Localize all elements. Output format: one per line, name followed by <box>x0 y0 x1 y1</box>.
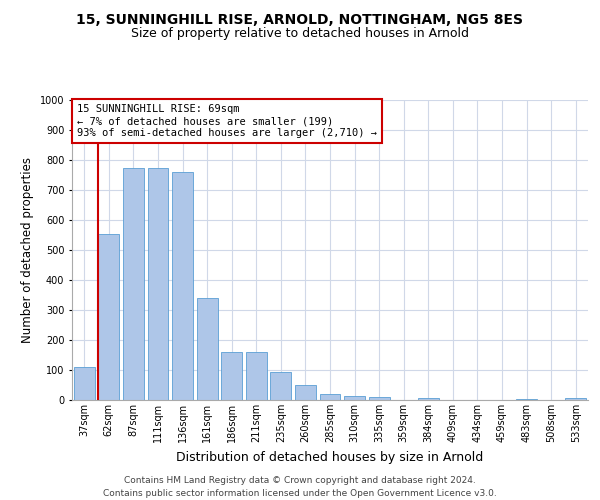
Bar <box>368 397 389 400</box>
Text: 15, SUNNINGHILL RISE, ARNOLD, NOTTINGHAM, NG5 8ES: 15, SUNNINGHILL RISE, ARNOLD, NOTTINGHAM… <box>77 12 523 26</box>
Bar <box>320 394 340 400</box>
Bar <box>271 372 292 400</box>
Bar <box>74 367 95 400</box>
Bar <box>98 234 119 400</box>
Bar <box>344 396 365 400</box>
Bar <box>418 398 439 400</box>
Bar <box>246 352 267 400</box>
Bar <box>197 298 218 400</box>
Text: Contains HM Land Registry data © Crown copyright and database right 2024.
Contai: Contains HM Land Registry data © Crown c… <box>103 476 497 498</box>
Text: Size of property relative to detached houses in Arnold: Size of property relative to detached ho… <box>131 28 469 40</box>
Text: Distribution of detached houses by size in Arnold: Distribution of detached houses by size … <box>176 451 484 464</box>
Bar <box>221 352 242 400</box>
Bar <box>295 385 316 400</box>
Bar <box>516 398 537 400</box>
Bar <box>148 168 169 400</box>
Y-axis label: Number of detached properties: Number of detached properties <box>22 157 34 343</box>
Bar <box>123 168 144 400</box>
Text: 15 SUNNINGHILL RISE: 69sqm
← 7% of detached houses are smaller (199)
93% of semi: 15 SUNNINGHILL RISE: 69sqm ← 7% of detac… <box>77 104 377 138</box>
Bar <box>172 172 193 400</box>
Bar <box>565 398 586 400</box>
